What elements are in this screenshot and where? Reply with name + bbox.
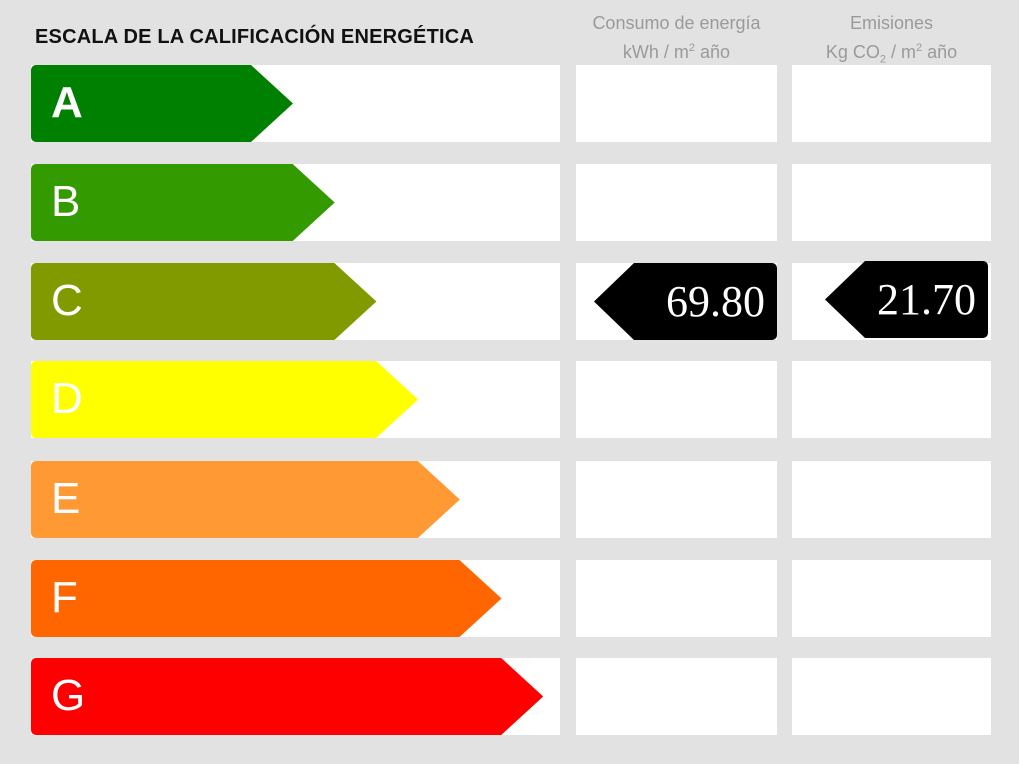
rating-arrow-a: A xyxy=(31,65,293,142)
rating-arrow-d: D xyxy=(31,361,419,438)
rating-letter: B xyxy=(51,177,81,226)
emissions-cell xyxy=(792,658,991,735)
energy-cell xyxy=(576,658,777,735)
unit-text: kWh / m xyxy=(622,42,689,62)
rating-letter: E xyxy=(51,474,81,523)
rating-arrow-b: B xyxy=(31,164,335,241)
emissions-cell xyxy=(792,461,991,538)
rating-letter: A xyxy=(51,78,83,127)
rating-row-d: D xyxy=(0,361,1019,438)
energy-header-label: Consumo de energía xyxy=(592,13,761,33)
energy-value-marker: 69.80 xyxy=(594,263,777,340)
energy-cell xyxy=(576,361,777,438)
rating-row-b: B xyxy=(0,164,1019,241)
emissions-cell xyxy=(792,560,991,637)
energy-header-unit: kWh / m2 año xyxy=(576,36,777,65)
emissions-column-header: Emisiones Kg CO2 / m2 año xyxy=(792,11,991,73)
scale-title: ESCALA DE LA CALIFICACIÓN ENERGÉTICA xyxy=(35,26,475,48)
emissions-cell xyxy=(792,65,991,142)
rating-letter: G xyxy=(51,671,86,720)
emissions-header-unit: Kg CO2 / m2 año xyxy=(792,36,991,73)
rating-arrow-f: F xyxy=(31,560,502,637)
unit-sup: 2 xyxy=(915,42,923,54)
rating-letter: F xyxy=(51,573,78,622)
unit-sub: 2 xyxy=(879,53,886,66)
rating-letter: D xyxy=(51,374,83,423)
energy-column-header: Consumo de energía kWh / m2 año xyxy=(576,11,777,65)
emissions-value-marker: 21.70 xyxy=(825,261,988,338)
rating-row-e: E xyxy=(0,461,1019,538)
rating-row-a: A xyxy=(0,65,1019,142)
rating-row-g: G xyxy=(0,658,1019,735)
rating-arrow-c: C xyxy=(31,263,377,340)
energy-cell xyxy=(576,65,777,142)
unit-sup: 2 xyxy=(688,42,696,54)
emissions-cell xyxy=(792,164,991,241)
unit-text: / m xyxy=(885,42,916,62)
energy-cell xyxy=(576,461,777,538)
emissions-header-label: Emisiones xyxy=(849,13,934,33)
rating-row-c: C 69.80 21.70 xyxy=(0,261,1019,340)
energy-cell xyxy=(576,560,777,637)
unit-text: año xyxy=(922,42,958,62)
emissions-cell xyxy=(792,361,991,438)
energy-cell xyxy=(576,164,777,241)
rating-arrow-e: E xyxy=(31,461,460,538)
rating-letter: C xyxy=(51,276,83,325)
rating-row-f: F xyxy=(0,560,1019,637)
unit-text: año xyxy=(695,42,731,62)
unit-text: Kg CO xyxy=(825,42,880,62)
rating-arrow-g: G xyxy=(31,658,544,735)
